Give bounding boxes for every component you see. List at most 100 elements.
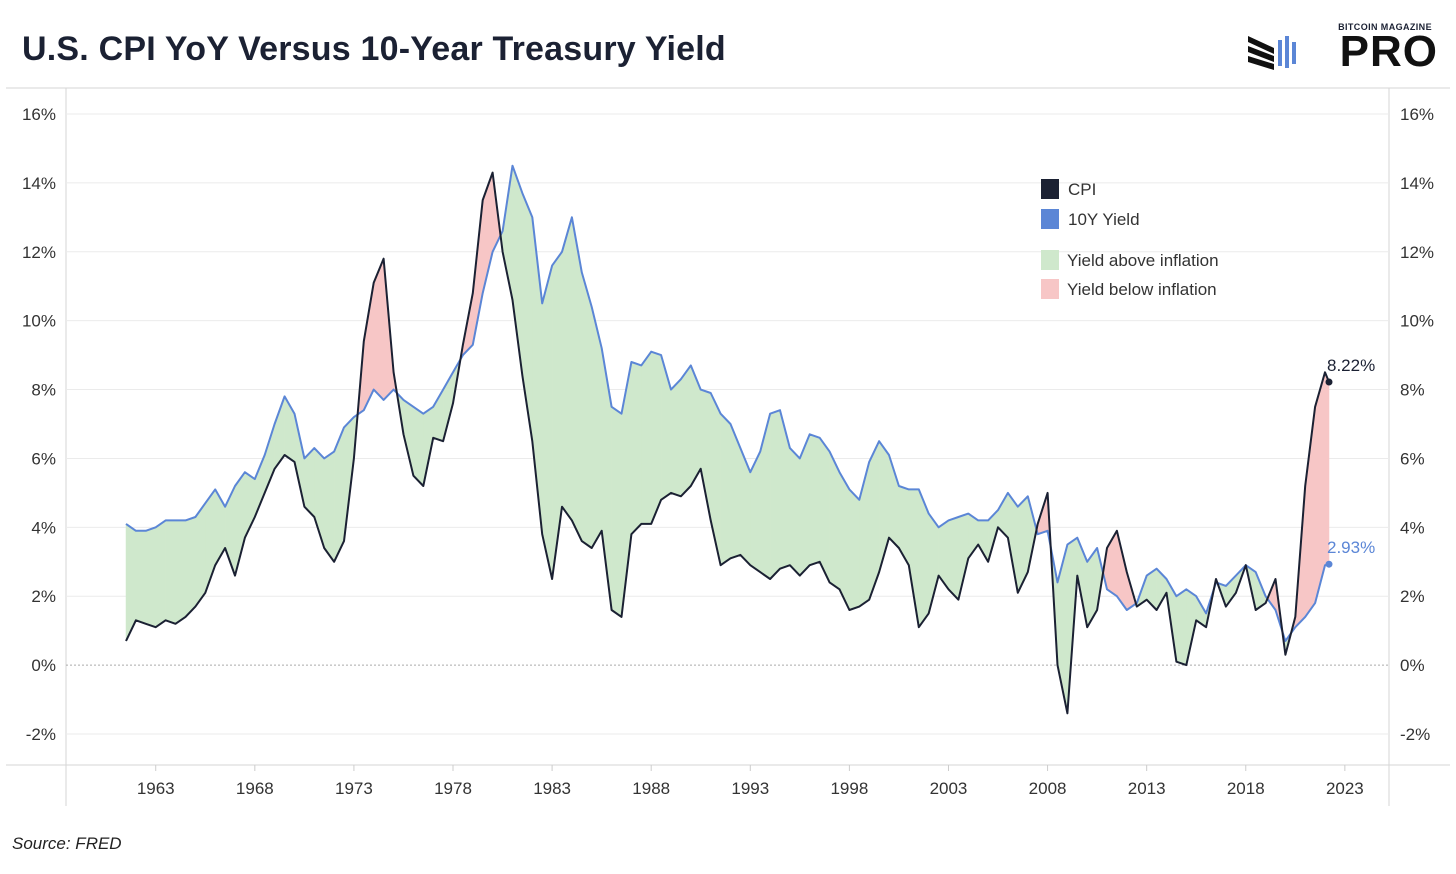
legend-swatch — [1041, 279, 1059, 299]
fill-yield-above — [214, 488, 226, 567]
fill-yield-above — [185, 516, 196, 618]
fill-yield-above — [175, 520, 186, 625]
grid-lines — [66, 113, 1389, 735]
y-tick-label-left: 14% — [22, 174, 56, 193]
end-value-label: 8.22% — [1327, 356, 1375, 375]
y-tick-label-right: 8% — [1400, 381, 1425, 400]
source-note: Source: FRED — [12, 834, 122, 853]
x-tick-label: 1963 — [137, 779, 175, 798]
fill-yield-above — [413, 406, 424, 487]
x-tick-label: 2008 — [1029, 779, 1067, 798]
y-tick-label-left: 2% — [31, 587, 56, 606]
legend-label: Yield above inflation — [1067, 251, 1219, 270]
legend-swatch — [1041, 209, 1059, 229]
fill-yield-above — [1017, 495, 1029, 593]
fill-yield-above — [809, 433, 820, 566]
end-point — [1325, 560, 1333, 568]
y-tick-label-right: 14% — [1400, 174, 1434, 193]
x-tick-label: 1968 — [236, 779, 274, 798]
fill-yield-above — [779, 410, 791, 570]
series-points — [1325, 378, 1333, 568]
fill-yield-above — [898, 485, 910, 567]
y-tick-label-right: 4% — [1400, 518, 1425, 537]
fill-yield-above — [839, 471, 850, 611]
gap-fills — [125, 165, 1330, 714]
y-tick-label-left: 4% — [31, 518, 56, 537]
y-tick-label-right: 0% — [1400, 656, 1425, 675]
y-tick-label-left: 12% — [22, 243, 56, 262]
y-tick-label-right: 2% — [1400, 587, 1425, 606]
legend-label: CPI — [1068, 180, 1096, 199]
chart-area: 16% 14% 12% 10% 8% 6% 4% 2% 0% -2% 16% 14% 12% 10% 8%… — [6, 87, 1450, 806]
y-tick-label-right: 6% — [1400, 449, 1425, 468]
legend-swatch — [1041, 250, 1059, 270]
y-tick-label-left: 10% — [22, 312, 56, 331]
fill-yield-above — [908, 489, 920, 628]
fill-yield-above — [670, 378, 682, 497]
fill-yield-above — [958, 513, 969, 600]
fill-yield-below — [1324, 372, 1330, 566]
fill-yield-above — [977, 520, 989, 563]
x-tick-label: 1998 — [830, 779, 868, 798]
y-axis-left: 16% 14% 12% 10% 8% 6% 4% 2% 0% -2% — [22, 105, 56, 744]
fill-yield-above — [1176, 588, 1187, 666]
fill-yield-above — [561, 217, 573, 522]
fill-yield-above — [155, 519, 166, 628]
fill-yield-above — [948, 516, 959, 601]
fill-yield-above — [660, 355, 672, 501]
fill-yield-above — [611, 406, 622, 618]
fill-yield-above — [849, 488, 860, 611]
logo-bars-icon — [1248, 36, 1296, 70]
chart-frame — [6, 87, 1450, 806]
y-tick-label-right: 10% — [1400, 312, 1434, 331]
fill-yield-above — [323, 451, 335, 563]
y-tick-label-right: 16% — [1400, 105, 1434, 124]
series-line-10y-yield — [125, 164, 1330, 642]
y-tick-label-left: 6% — [31, 449, 56, 468]
fill-yield-above — [650, 351, 662, 524]
x-tick-label: 2003 — [930, 779, 968, 798]
fill-yield-above — [165, 520, 176, 625]
x-tick-label: 1978 — [434, 779, 472, 798]
y-tick-label-left: -2% — [26, 725, 56, 744]
fill-yield-above — [631, 361, 642, 535]
fill-yield-above — [789, 447, 801, 577]
x-tick-label: 1993 — [731, 779, 769, 798]
fill-yield-above — [195, 502, 206, 608]
fill-yield-above — [759, 413, 771, 580]
end-point — [1325, 378, 1333, 386]
legend: CPI 10Y Yield Yield above inflation Yield b… — [1041, 179, 1219, 299]
fill-yield-below — [1304, 406, 1316, 618]
logo-main-text: PRO — [1339, 27, 1438, 76]
y-tick-label-right: 12% — [1400, 243, 1434, 262]
x-tick-label: 2013 — [1128, 779, 1166, 798]
fill-yield-above — [720, 413, 731, 566]
fill-yield-above — [769, 409, 781, 580]
y-tick-label-right: -2% — [1400, 725, 1430, 744]
fill-yield-above — [819, 437, 830, 583]
fill-yield-above — [829, 451, 840, 590]
fill-yield-above — [135, 530, 147, 625]
series-line-cpi — [125, 171, 1330, 715]
y-tick-label-left: 16% — [22, 105, 56, 124]
fill-yield-above — [551, 251, 563, 580]
y-axis-right: 16% 14% 12% 10% 8% 6% 4% 2% 0% -2% — [1400, 105, 1434, 744]
fill-yield-above — [294, 413, 305, 507]
x-axis: 1963 1968 1973 1978 1983 1988 1993 1998 2003 2008… — [137, 765, 1364, 798]
fill-yield-above — [581, 272, 592, 549]
fill-yield-above — [740, 448, 751, 566]
x-tick-label: 1973 — [335, 779, 373, 798]
bitcoin-magazine-pro-logo: BITCOIN MAGAZINE PRO — [1248, 22, 1438, 74]
x-tick-label: 1988 — [632, 779, 670, 798]
x-tick-label: 1983 — [533, 779, 571, 798]
legend-swatch — [1041, 179, 1059, 199]
series-lines — [125, 164, 1330, 715]
legend-label: Yield below inflation — [1067, 280, 1217, 299]
fill-yield-above — [680, 364, 692, 497]
end-value-label: 2.93% — [1327, 538, 1375, 557]
legend-label: 10Y Yield — [1068, 210, 1140, 229]
logo-top-text: BITCOIN MAGAZINE — [1338, 22, 1432, 32]
y-tick-label-left: 8% — [31, 381, 56, 400]
fill-yield-above — [145, 526, 156, 628]
y-tick-label-left: 0% — [31, 656, 56, 675]
